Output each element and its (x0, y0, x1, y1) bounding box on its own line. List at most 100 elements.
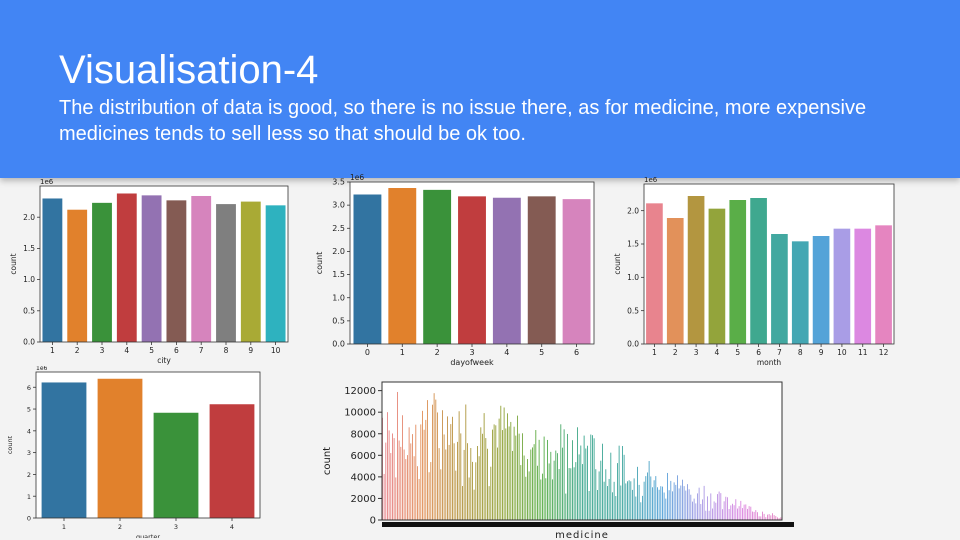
bar (735, 499, 737, 520)
bar (141, 195, 162, 342)
bar (666, 218, 684, 344)
y-tick-label: 2.0 (332, 247, 345, 256)
x-tick-label: 3 (174, 523, 178, 531)
x-tick-label: 5 (539, 348, 544, 357)
bar (480, 427, 482, 520)
bar (535, 430, 537, 520)
bar (525, 476, 527, 520)
bar (727, 497, 728, 520)
bar (633, 478, 635, 520)
bar (572, 440, 573, 520)
bar (729, 200, 747, 344)
bar (153, 412, 199, 518)
y-tick-label: 0.5 (332, 316, 345, 325)
bar (427, 400, 428, 520)
x-tick-label: 9 (819, 348, 824, 357)
bar (740, 500, 742, 520)
bar (542, 473, 543, 520)
x-axis-label: dayofweek (450, 358, 494, 367)
bar (665, 498, 667, 520)
bar (582, 464, 583, 520)
bar (647, 472, 648, 520)
bar (613, 481, 615, 520)
bar (615, 496, 617, 520)
x-tick-label: 11 (858, 348, 868, 357)
bar (600, 460, 602, 520)
medicine-count-chart: 0 2000 4000 6000 8000 10000 12000 medicine count (322, 381, 794, 540)
bar (580, 445, 582, 520)
bar (592, 435, 593, 520)
bar (500, 405, 502, 520)
bar (588, 491, 590, 520)
bar (505, 428, 507, 520)
bar (395, 477, 397, 520)
bar (432, 404, 433, 520)
bar (630, 481, 632, 520)
x-tick-label: 2 (435, 348, 440, 357)
bar (622, 446, 623, 520)
y-tick-label: 3.5 (332, 178, 345, 187)
scale-label: 1e6 (36, 366, 48, 372)
bar (553, 460, 555, 520)
x-tick-label: 4 (230, 523, 234, 531)
bar (477, 446, 478, 520)
bar (97, 378, 143, 518)
bar (463, 449, 465, 520)
bar (528, 471, 530, 520)
bar (715, 502, 717, 520)
bar (680, 485, 682, 520)
scale-label: 1e6 (40, 178, 54, 186)
bar (771, 234, 788, 344)
bar (753, 511, 755, 520)
bar (388, 430, 390, 520)
bar (216, 204, 236, 342)
bar (687, 484, 688, 520)
bar (702, 499, 703, 520)
bar (422, 410, 423, 520)
bar (423, 429, 425, 520)
bar (467, 443, 468, 520)
y-tick-label: 2.0 (23, 213, 35, 222)
bar (755, 510, 757, 520)
bar (67, 209, 88, 342)
bar (520, 465, 522, 520)
bar (530, 449, 532, 520)
bar (607, 486, 608, 520)
bar (518, 433, 520, 520)
bar (191, 195, 212, 342)
bar (547, 439, 548, 520)
bar (597, 490, 598, 520)
bar (643, 481, 645, 520)
bar (575, 462, 577, 520)
bar (772, 513, 773, 520)
bar (728, 509, 730, 520)
x-tick-label: 2 (75, 346, 80, 355)
bar (587, 445, 588, 520)
x-tick-label: 9 (248, 346, 253, 355)
x-tick-label: 3 (469, 348, 474, 357)
bar (573, 467, 575, 520)
bar (400, 446, 402, 520)
bar (487, 448, 488, 520)
bar (508, 426, 510, 520)
bar (595, 469, 597, 520)
bar (458, 196, 486, 344)
bar (515, 435, 517, 520)
x-tick-label: 1 (400, 348, 405, 357)
x-tick-label: 8 (798, 348, 803, 357)
bar (718, 491, 720, 520)
bar (517, 415, 518, 520)
y-axis-label: count (9, 253, 18, 274)
bar (458, 411, 460, 520)
bar (590, 434, 592, 520)
bar (502, 430, 503, 520)
bar (642, 495, 643, 520)
bar (732, 503, 733, 520)
month-count-chart: 0.00.51.01.52.01 2 3 4 5 6 7 8 9 10 11 121e6monthco… (613, 176, 895, 367)
x-tick-label: 1 (652, 348, 657, 357)
y-tick-label: 1.0 (627, 273, 639, 282)
x-tick-label: 7 (199, 346, 204, 355)
plot-area (644, 184, 894, 344)
bar (503, 407, 505, 520)
bar (693, 498, 695, 520)
